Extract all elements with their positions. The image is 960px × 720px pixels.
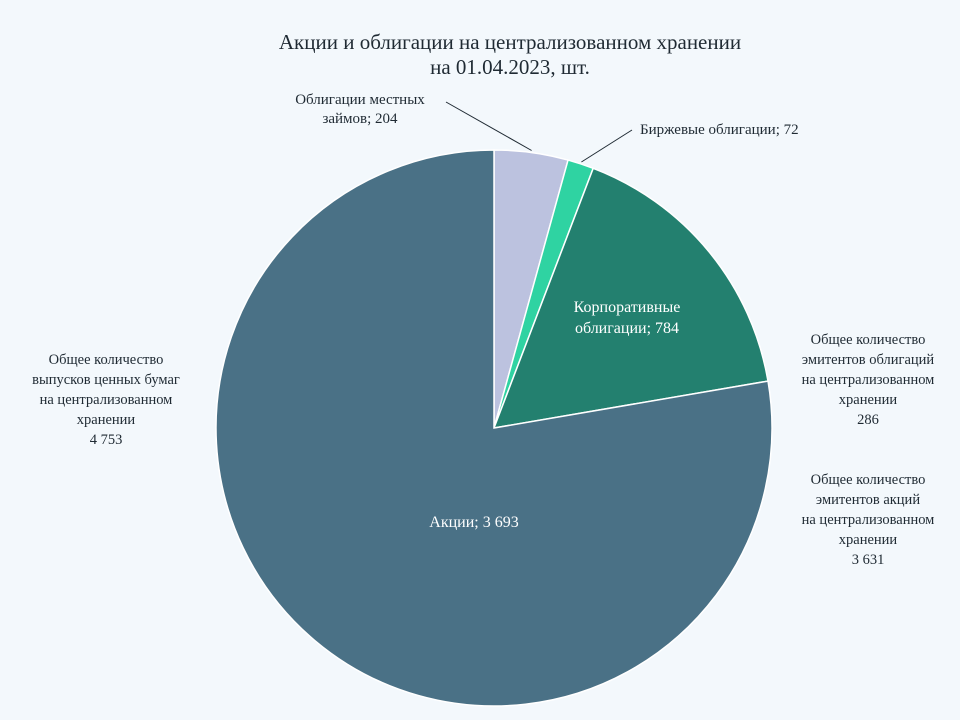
data-label-line: облигации; 784 bbox=[575, 320, 679, 337]
bond-issuers-note-line: на централизованном bbox=[801, 372, 935, 388]
total-issues-note-line: на централизованном bbox=[39, 392, 173, 408]
share-issuers-note-value: 3 631 bbox=[851, 552, 885, 568]
share-issuers-note-line: Общее количество bbox=[810, 472, 926, 488]
total-issues-note-line: Общее количество bbox=[48, 352, 164, 368]
data-label-line: займов; 204 bbox=[322, 111, 398, 127]
chart-title-line-1: Акции и облигации на централизованном хр… bbox=[278, 30, 742, 54]
leader-line-local-bonds bbox=[445, 101, 532, 151]
data-label-line: Облигации местных bbox=[295, 92, 425, 108]
share-issuers-note-line: эмитентов акций bbox=[815, 492, 921, 508]
bond-issuers-note-value: 286 bbox=[857, 412, 879, 428]
bond-issuers-note-line: эмитентов облигаций bbox=[801, 352, 935, 368]
total-issues-note: Общее количество выпусков ценных бумаг н… bbox=[6, 350, 206, 450]
total-issues-note-value: 4 753 bbox=[89, 432, 123, 448]
data-label-line: Корпоративные bbox=[574, 299, 681, 316]
data-label-line: Акции; 3 693 bbox=[429, 514, 518, 531]
data-label-local-bonds: Облигации местных займов; 204 bbox=[295, 92, 425, 127]
leader-line-exchange-bonds bbox=[581, 129, 633, 163]
total-issues-note-line: выпусков ценных бумаг bbox=[32, 372, 180, 388]
share-issuers-note: Общее количество эмитентов акций на цент… bbox=[778, 470, 958, 570]
bond-issuers-note-line: хранении bbox=[838, 392, 898, 408]
chart-title-line-2: на 01.04.2023, шт. bbox=[430, 55, 590, 79]
data-label-shares: Акции; 3 693 bbox=[429, 514, 518, 531]
data-label-line: Биржевые облигации; 72 bbox=[640, 122, 799, 138]
share-issuers-note-line: на централизованном bbox=[801, 512, 935, 528]
bond-issuers-note: Общее количество эмитентов облигаций на … bbox=[778, 330, 958, 430]
pie-slice-shares[interactable] bbox=[215, 149, 773, 707]
data-label-corporate-bonds: Корпоративные облигации; 784 bbox=[574, 299, 681, 337]
chart-title: Акции и облигации на централизованном хр… bbox=[190, 30, 830, 80]
pie-slice-corporate-bonds[interactable] bbox=[492, 167, 769, 429]
data-label-exchange-bonds: Биржевые облигации; 72 bbox=[640, 122, 799, 138]
total-issues-note-line: хранении bbox=[76, 412, 136, 428]
share-issuers-note-line: хранении bbox=[838, 532, 898, 548]
bond-issuers-note-line: Общее количество bbox=[810, 332, 926, 348]
